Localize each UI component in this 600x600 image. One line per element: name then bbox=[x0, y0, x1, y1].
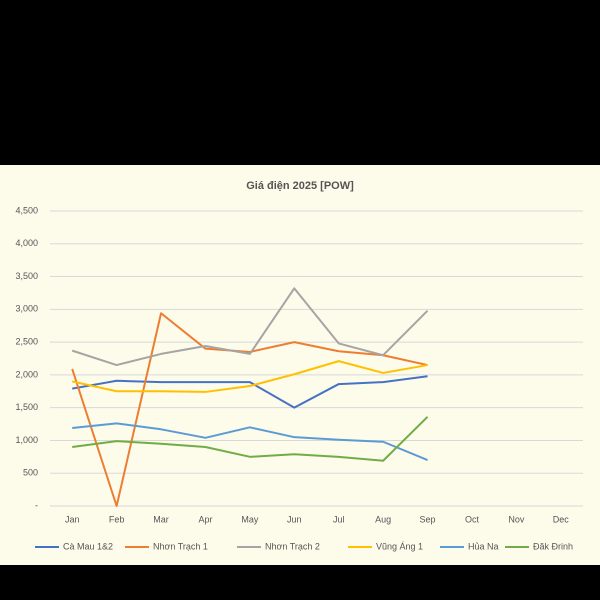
x-tick-label: Nov bbox=[508, 514, 525, 524]
y-tick-label: - bbox=[35, 500, 38, 510]
y-tick-label: 500 bbox=[23, 468, 38, 478]
series-line bbox=[72, 422, 428, 462]
y-tick-label: 3,000 bbox=[15, 304, 38, 314]
y-tick-label: 2,500 bbox=[15, 336, 38, 346]
y-tick-label: 1,000 bbox=[15, 435, 38, 445]
x-tick-label: Feb bbox=[109, 514, 125, 524]
series-line bbox=[71, 360, 428, 393]
series-line bbox=[72, 375, 428, 409]
legend-label: Nhơn Trạch 1 bbox=[153, 541, 208, 551]
y-tick-label: 2,000 bbox=[15, 369, 38, 379]
y-tick-label: 3,500 bbox=[15, 271, 38, 281]
x-tick-label: May bbox=[241, 514, 259, 524]
legend-label: Cà Mau 1&2 bbox=[63, 541, 113, 551]
legend-label: Nhơn Trạch 2 bbox=[265, 541, 320, 551]
legend-label: Hủa Na bbox=[468, 541, 499, 551]
x-tick-label: Jul bbox=[333, 514, 345, 524]
chart-area bbox=[0, 165, 600, 565]
x-tick-label: Oct bbox=[465, 514, 480, 524]
series-line bbox=[72, 416, 429, 462]
y-tick-label: 4,000 bbox=[15, 238, 38, 248]
x-tick-label: Aug bbox=[375, 514, 391, 524]
x-tick-label: Dec bbox=[553, 514, 570, 524]
x-tick-label: Jan bbox=[65, 514, 80, 524]
x-tick-label: Mar bbox=[153, 514, 169, 524]
x-tick-label: Apr bbox=[198, 514, 212, 524]
chart-title: Giá điện 2025 [POW] bbox=[246, 180, 354, 192]
y-tick-label: 4,500 bbox=[15, 205, 38, 215]
series-line bbox=[71, 287, 429, 367]
y-tick-label: 1,500 bbox=[15, 402, 38, 412]
x-tick-label: Sep bbox=[420, 514, 436, 524]
x-tick-label: Jun bbox=[287, 514, 302, 524]
legend-label: Đăk Đrinh bbox=[533, 541, 573, 551]
legend-label: Vũng Áng 1 bbox=[376, 541, 423, 551]
